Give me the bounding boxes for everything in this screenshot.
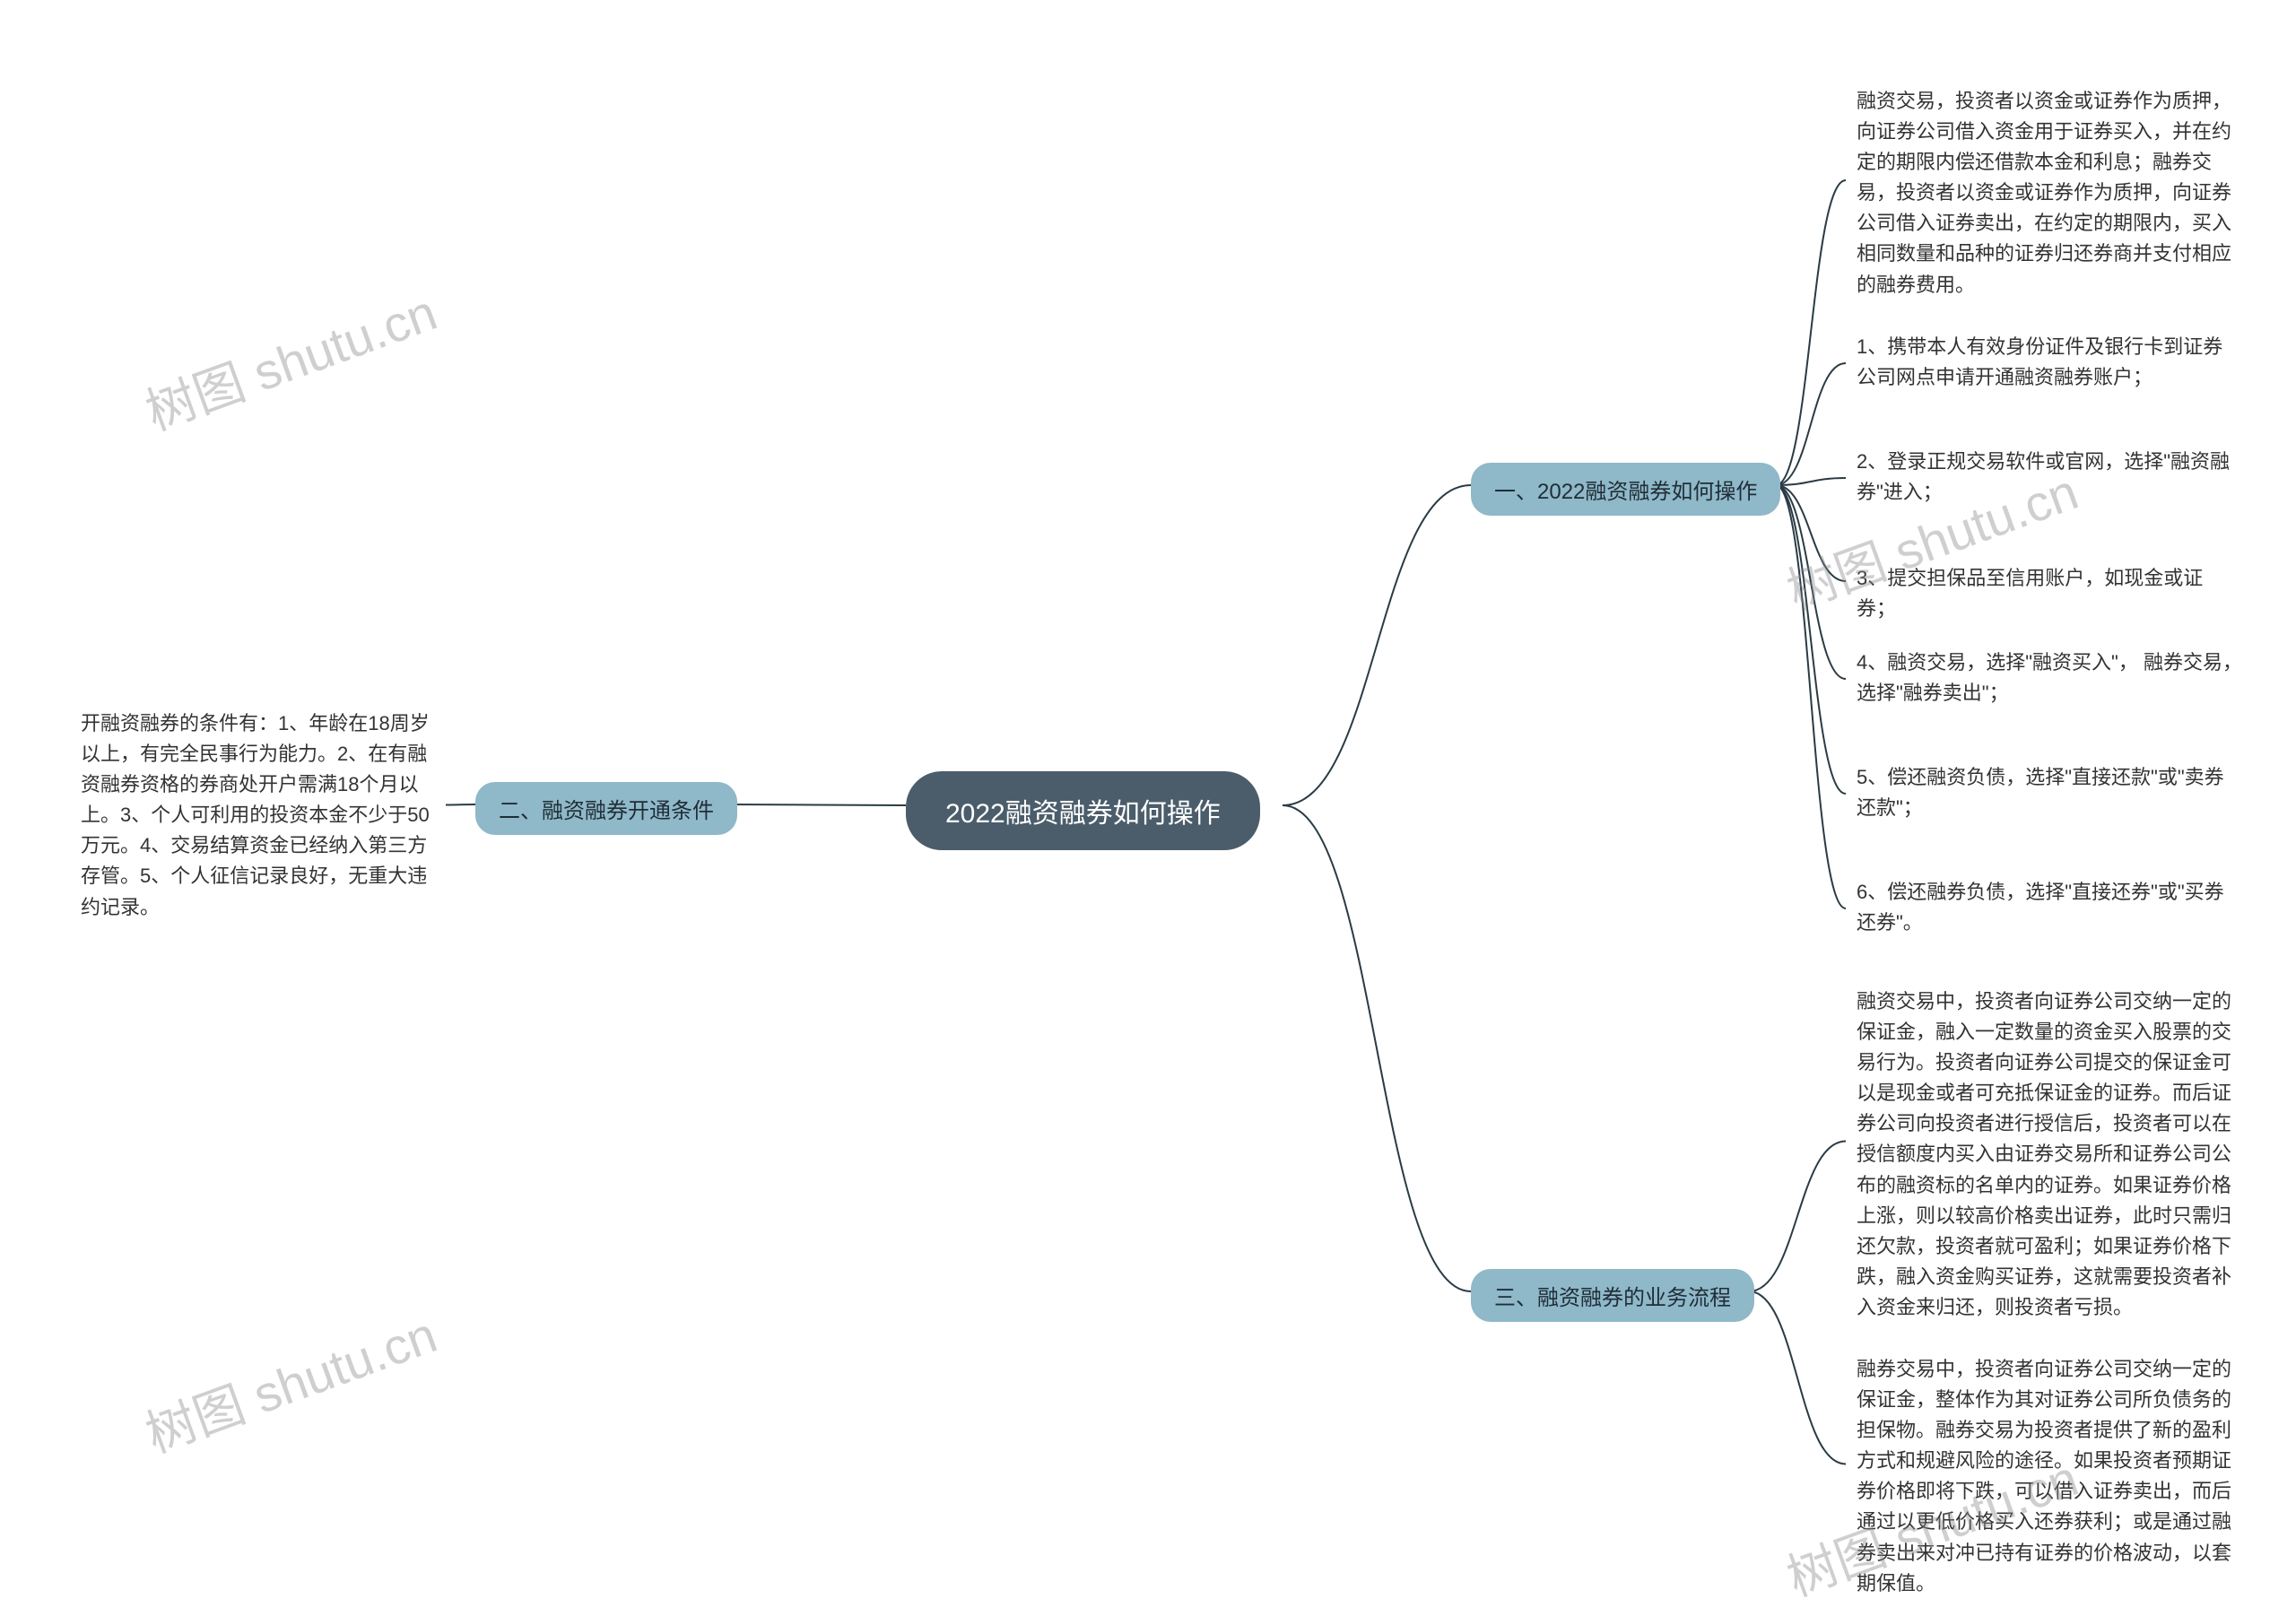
connector-b1-b1l2: [1776, 478, 1846, 485]
leaf-node-b2l0: 开融资融券的条件有：1、年龄在18周岁以上，有完全民事行为能力。2、在有融资融券…: [81, 708, 435, 923]
leaf-node-b1l0: 融资交易，投资者以资金或证券作为质押，向证券公司借入资金用于证券买入，并在约定的…: [1857, 86, 2242, 300]
branch-node-b3[interactable]: 三、融资融券的业务流程: [1471, 1269, 1754, 1322]
connector-b1-b1l1: [1776, 363, 1846, 485]
watermark: 树图 shutu.cn: [135, 1295, 446, 1467]
leaf-node-b1l2: 2、登录正规交易软件或官网，选择"融资融券"进入；: [1857, 447, 2242, 508]
connector-b1-b1l3: [1776, 485, 1846, 581]
connector-b2-b2l0: [446, 804, 475, 805]
connector-root-b3: [1283, 805, 1471, 1291]
root-node[interactable]: 2022融资融券如何操作: [906, 771, 1260, 850]
leaf-node-b1l5: 5、偿还融资负债，选择"直接还款"或"卖券还款"；: [1857, 762, 2242, 823]
connector-root-b2: [726, 804, 906, 805]
connector-b3-b3l1: [1749, 1291, 1846, 1464]
leaf-node-b1l1: 1、携带本人有效身份证件及银行卡到证券公司网点申请开通融资融券账户；: [1857, 332, 2242, 393]
connector-b1-b1l5: [1776, 485, 1846, 794]
leaf-node-b1l4: 4、融资交易，选择"融资买入"， 融券交易，选择"融券卖出"；: [1857, 647, 2242, 708]
branch-node-b2[interactable]: 二、融资融券开通条件: [475, 782, 737, 835]
leaf-node-b1l3: 3、提交担保品至信用账户，如现金或证券；: [1857, 563, 2242, 624]
leaf-node-b3l1: 融券交易中，投资者向证券公司交纳一定的保证金，整体作为其对证券公司所负债务的担保…: [1857, 1354, 2242, 1599]
connector-root-b1: [1283, 485, 1471, 805]
watermark: 树图 shutu.cn: [135, 273, 446, 445]
connector-b3-b3l0: [1749, 1142, 1846, 1292]
branch-node-b1[interactable]: 一、2022融资融券如何操作: [1471, 463, 1780, 516]
connector-b1-b1l0: [1776, 180, 1846, 485]
leaf-node-b3l0: 融资交易中，投资者向证券公司交纳一定的保证金，融入一定数量的资金买入股票的交易行…: [1857, 986, 2242, 1323]
connector-b1-b1l4: [1776, 485, 1846, 679]
connector-b1-b1l6: [1776, 485, 1846, 908]
mindmap-canvas: 2022融资融券如何操作 一、2022融资融券如何操作 融资交易，投资者以资金或证券…: [0, 0, 2296, 1599]
leaf-node-b1l6: 6、偿还融券负债，选择"直接还券"或"买券还券"。: [1857, 877, 2242, 938]
